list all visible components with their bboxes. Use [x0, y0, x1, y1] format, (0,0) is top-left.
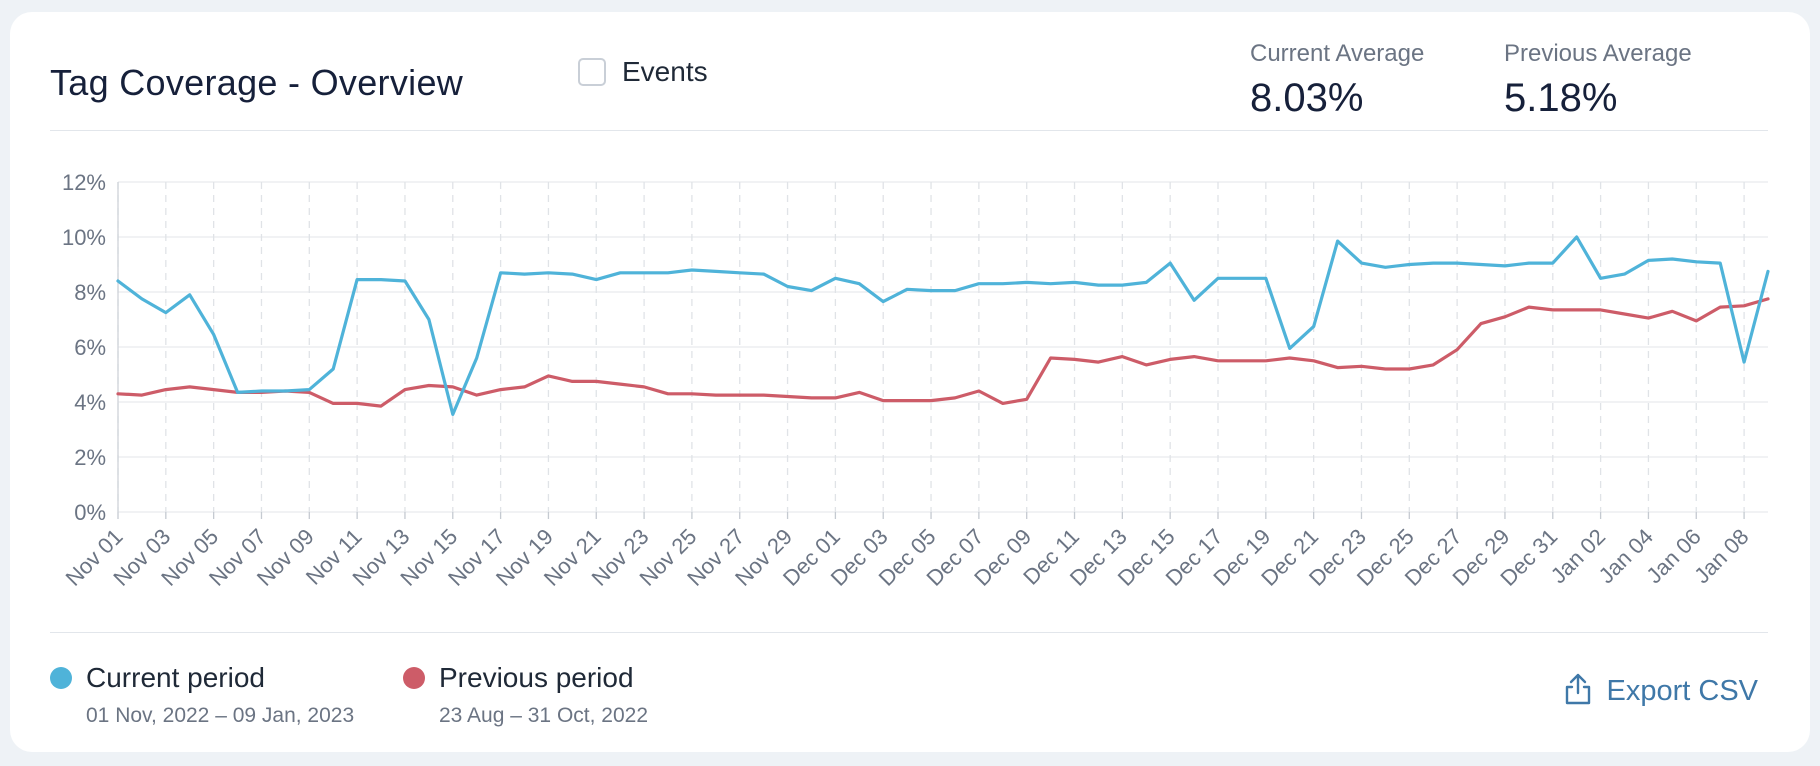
current-period-range: 01 Nov, 2022 – 09 Jan, 2023	[86, 704, 355, 727]
current-average-stat: Current Average 8.03%	[1250, 40, 1424, 121]
current-period-dot	[50, 667, 72, 689]
previous-period-range: 23 Aug – 31 Oct, 2022	[439, 704, 648, 727]
export-csv-label: Export CSV	[1606, 675, 1759, 707]
previous-average-label: Previous Average	[1504, 40, 1692, 67]
current-average-value: 8.03%	[1250, 76, 1364, 120]
tag-coverage-card: Tag Coverage - Overview Events Current A…	[10, 12, 1810, 752]
previous-average-value: 5.18%	[1504, 76, 1618, 120]
footer-divider	[50, 632, 1768, 633]
previous-average-stat: Previous Average 5.18%	[1504, 40, 1692, 121]
previous-period-dot	[403, 667, 425, 689]
export-csv-button[interactable]: Export CSV	[1563, 672, 1759, 711]
y-tick-label: 6%	[74, 335, 106, 360]
y-tick-label: 0%	[74, 500, 106, 525]
events-checkbox[interactable]	[578, 58, 606, 86]
legend-current-period: Current period 01 Nov, 2022 – 09 Jan, 20…	[50, 662, 354, 728]
previous-period-line	[116, 297, 1770, 408]
events-toggle[interactable]: Events	[578, 56, 708, 88]
previous-period-label: Previous period	[439, 662, 634, 693]
current-period-line	[116, 235, 1770, 416]
header-divider	[50, 130, 1768, 131]
x-tick-label: Jan 08	[1689, 524, 1753, 588]
y-tick-label: 12%	[62, 170, 106, 195]
legend-previous-period: Previous period 23 Aug – 31 Oct, 2022	[403, 662, 648, 728]
page-title: Tag Coverage - Overview	[50, 62, 464, 103]
share-icon	[1563, 672, 1593, 711]
current-period-label: Current period	[86, 662, 265, 693]
y-tick-label: 8%	[74, 280, 106, 305]
y-tick-label: 4%	[74, 390, 106, 415]
y-tick-label: 2%	[74, 445, 106, 470]
current-average-label: Current Average	[1250, 40, 1425, 67]
y-tick-label: 10%	[62, 225, 106, 250]
events-label: Events	[622, 56, 708, 87]
